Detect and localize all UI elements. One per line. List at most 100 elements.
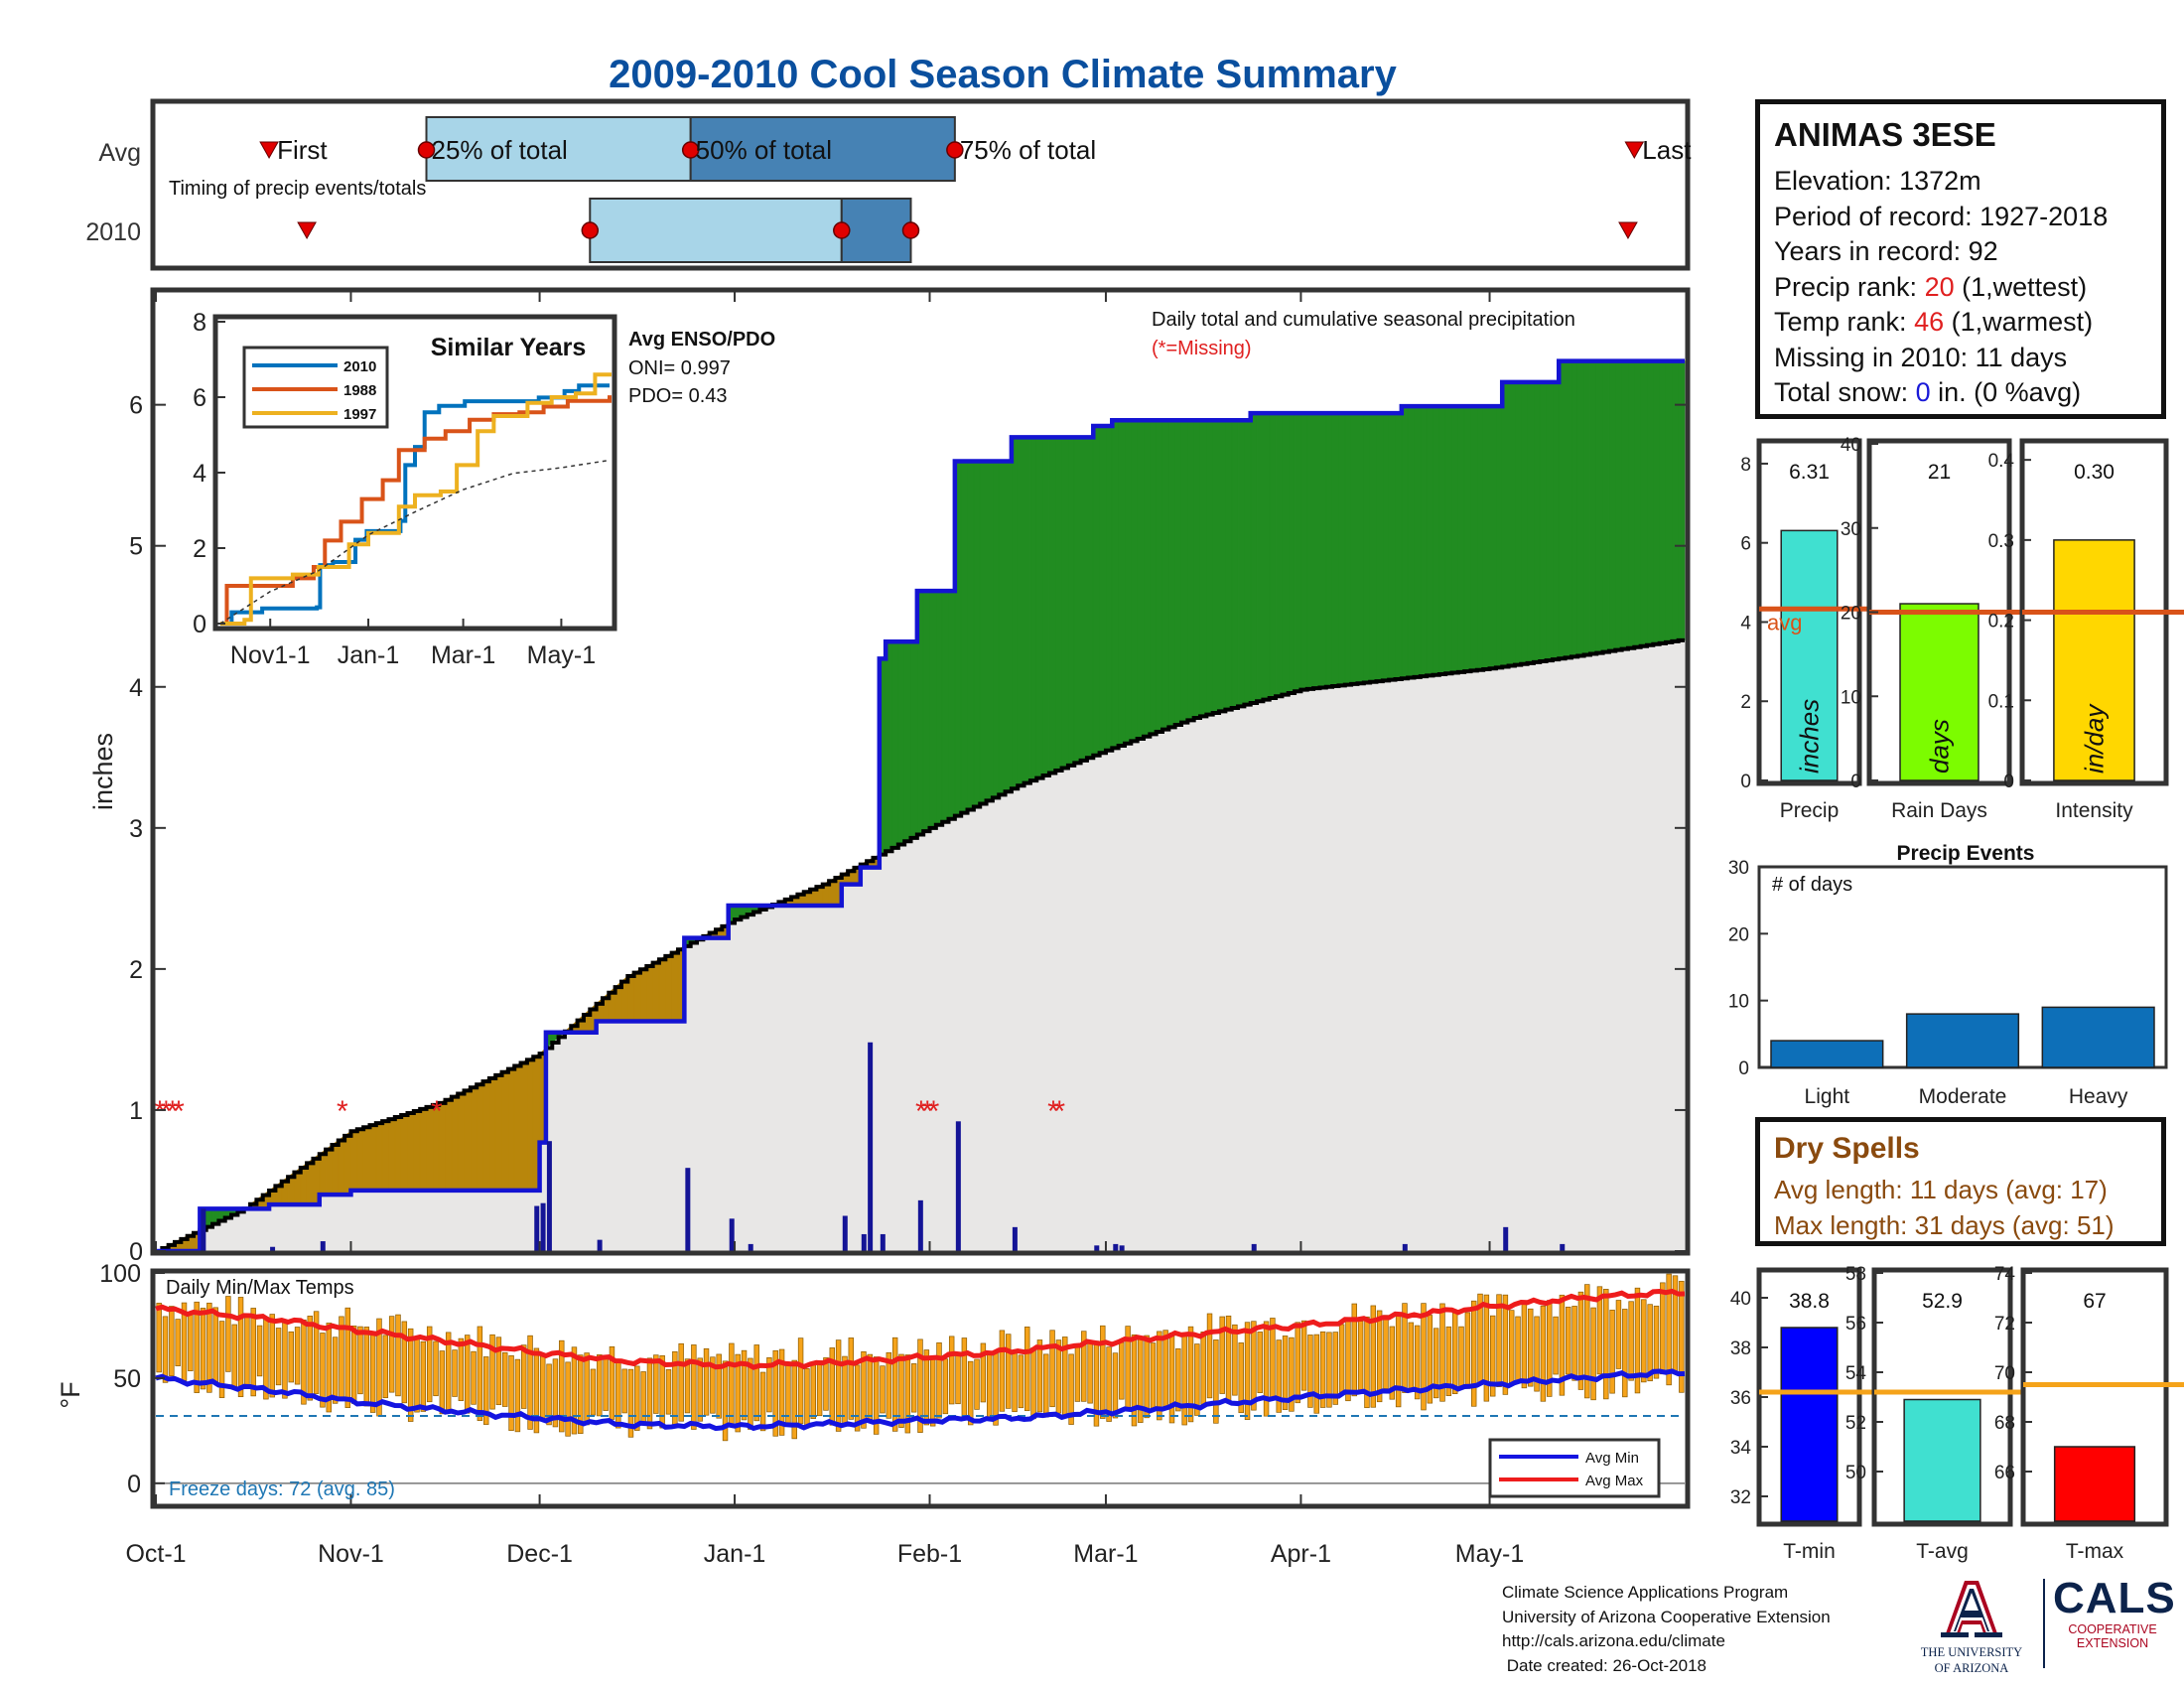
precip-events-chart: Precip Events # of days Light Moderate Hea…: [1728, 842, 2168, 1108]
panel-bar-t-max: [2053, 1446, 2136, 1522]
panel-ytick-label: 68: [1994, 1413, 2015, 1434]
deficit-area: [400, 1112, 408, 1192]
daily-temp-bar: [646, 1357, 653, 1430]
deficit-area: [494, 1071, 502, 1192]
panel-ytick-label: 0.3: [1988, 531, 2014, 552]
surplus-area: [1476, 405, 1484, 671]
deficit-area: [476, 1080, 483, 1192]
daily-temp-bar: [414, 1336, 420, 1413]
inset-ytick-label: 8: [193, 309, 206, 337]
precip-summary-bars: 6.31 inches avg 0 2 4 6 8 Precip 21 days 0 10 20 30 40 R…: [1740, 435, 2184, 822]
daily-temp-bar: [288, 1331, 294, 1383]
surplus-area: [1206, 419, 1213, 716]
daily-temp-bar: [584, 1352, 590, 1426]
deficit-area: [464, 1086, 472, 1192]
daily-temp-bar: [1609, 1310, 1615, 1394]
daily-temp-bar: [1251, 1321, 1257, 1411]
daily-temp-bar: [1162, 1330, 1168, 1407]
daily-precip-bar: [320, 1241, 326, 1251]
daily-temp-bar: [1596, 1286, 1603, 1375]
panel-ytick-label: 70: [1994, 1363, 2015, 1384]
daily-temp-bar: [433, 1340, 439, 1397]
daily-temp-bar: [1402, 1303, 1408, 1393]
deficit-area: [671, 948, 679, 1022]
surplus-area: [1137, 419, 1145, 740]
deficit-area: [362, 1124, 370, 1192]
daily-temp-bar: [1383, 1315, 1389, 1389]
surplus-area: [1294, 412, 1301, 692]
daily-precip-bar: [685, 1168, 691, 1251]
daily-temp-bar: [363, 1327, 370, 1407]
daily-temp-bar: [212, 1307, 218, 1384]
surplus-area: [1244, 419, 1252, 706]
avg-last-marker: [1624, 141, 1645, 160]
panel-ytick-label: 0: [1740, 772, 1751, 792]
daily-temp-bar: [1257, 1332, 1263, 1393]
daily-temp-bar: [1445, 1326, 1452, 1396]
surplus-area: [1005, 461, 1013, 792]
precip-ytick-label: 1: [129, 1097, 143, 1125]
cals-logo-line-1: COOPERATIVE: [2068, 1622, 2157, 1636]
avg-q50-label: 50% of total: [696, 135, 832, 165]
temp-legend: Avg Min Avg Max: [1488, 1438, 1661, 1498]
daily-temp-bar: [854, 1364, 861, 1432]
daily-temp-bar: [665, 1369, 672, 1415]
panel-value-label: 52.9: [1922, 1290, 1963, 1313]
surplus-area: [1225, 419, 1232, 711]
surplus-area: [1048, 437, 1056, 774]
temp-rank-suffix: (1,warmest): [1944, 307, 2094, 337]
daily-temp-bar: [269, 1314, 275, 1398]
daily-temp-bar: [1660, 1282, 1666, 1375]
daily-temp-bar: [256, 1325, 263, 1377]
precip-ytick-label: 4: [129, 674, 143, 702]
surplus-area: [1131, 419, 1138, 742]
surplus-area: [1420, 405, 1428, 677]
2010-q75-marker: [901, 221, 920, 239]
daily-temp-bar: [678, 1342, 684, 1422]
daily-temp-bar: [1414, 1325, 1421, 1400]
daily-temp-bar: [169, 1306, 175, 1376]
surplus-area: [998, 461, 1006, 795]
panel-ytick-label: 50: [1845, 1463, 1866, 1483]
precip-ylabel: inches: [88, 733, 118, 810]
surplus-area: [1552, 381, 1560, 660]
panel-ytick-label: 0: [1850, 772, 1861, 792]
daily-temp-bar: [891, 1336, 898, 1432]
panel-ytick-label: 52: [1845, 1413, 1866, 1434]
surplus-area: [1570, 360, 1578, 657]
inset-xtick-label: Jan-1: [338, 641, 400, 669]
surplus-area: [1659, 360, 1667, 644]
daily-temp-bar: [816, 1360, 823, 1417]
panel-category-label: T-max: [2066, 1540, 2124, 1563]
deficit-area: [451, 1093, 459, 1192]
panel-ytick-label: 8: [1740, 455, 1751, 476]
daily-temp-bar: [986, 1352, 993, 1421]
daily-temp-bar: [350, 1326, 357, 1404]
inset-legend-label: 2010: [343, 358, 376, 375]
daily-temp-bar: [948, 1336, 955, 1405]
daily-precip-bar: [1251, 1243, 1257, 1251]
inset-ytick-label: 4: [193, 460, 206, 488]
daily-temp-bar: [1395, 1315, 1402, 1408]
missing-day-marker: *: [337, 1095, 348, 1128]
surplus-area: [1275, 412, 1283, 697]
temp-title: Daily Min/Max Temps: [166, 1277, 354, 1299]
surplus-area: [1382, 412, 1390, 681]
daily-temp-bar: [1206, 1313, 1213, 1399]
surplus-area: [1168, 419, 1175, 728]
surplus-area: [1634, 360, 1641, 648]
daily-temp-bar: [225, 1296, 231, 1372]
daily-temp-bar: [1282, 1336, 1289, 1410]
similar-series-1997: [220, 372, 612, 626]
surplus-area: [1067, 437, 1075, 767]
freeze-days-label: Freeze days: 72 (avg. 85): [169, 1478, 395, 1500]
daily-temp-bar: [1489, 1315, 1496, 1397]
missing-day-marker: *: [173, 1095, 185, 1128]
credits-line-3: http://cals.arizona.edu/climate: [1502, 1631, 1725, 1650]
date-axis-label: Mar-1: [1073, 1540, 1138, 1568]
surplus-area: [929, 590, 937, 829]
deficit-area: [665, 952, 672, 1022]
enso-pdo: PDO= 0.43: [628, 385, 728, 407]
inset-ytick-label: 0: [193, 611, 206, 638]
daily-temp-bar: [778, 1348, 785, 1436]
